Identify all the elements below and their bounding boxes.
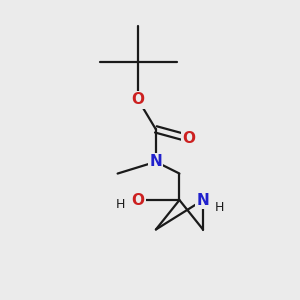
Text: O: O — [132, 92, 145, 107]
Text: O: O — [132, 193, 145, 208]
Text: N: N — [196, 193, 209, 208]
Text: H: H — [215, 201, 224, 214]
Text: N: N — [149, 154, 162, 169]
Text: O: O — [182, 131, 195, 146]
Text: H: H — [116, 198, 125, 211]
